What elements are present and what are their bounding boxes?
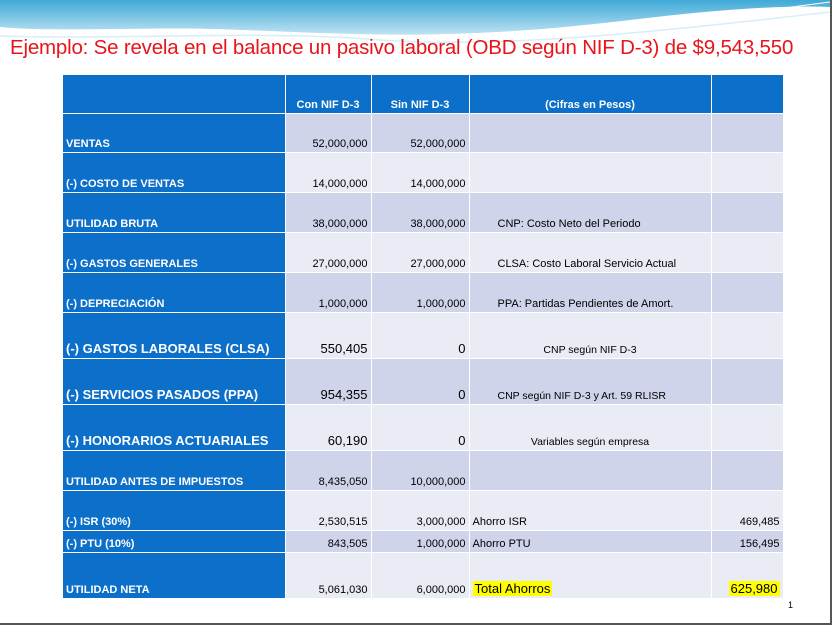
header-sin-nif: Sin NIF D-3 (371, 75, 470, 114)
cell-con: 52,000,000 (285, 113, 372, 153)
cell-con: 38,000,000 (285, 192, 372, 233)
cell-sin: 1,000,000 (371, 272, 470, 313)
cell-note: Variables según empresa (469, 404, 712, 451)
cell-con: 2,530,515 (285, 490, 372, 531)
cell-note (469, 152, 712, 193)
cell-con: 550,405 (285, 312, 372, 359)
cell-sin: 0 (371, 358, 470, 405)
table-row: (-) COSTO DE VENTAS 14,000,000 14,000,00… (63, 152, 784, 193)
table-row: (-) SERVICIOS PASADOS (PPA) 954,355 0 CN… (63, 358, 784, 405)
table-row: VENTAS 52,000,000 52,000,000 (63, 113, 784, 153)
header-cell (63, 75, 286, 114)
cell-sin: 6,000,000 (371, 552, 470, 599)
cell-value (711, 113, 784, 153)
cell-value (711, 272, 784, 313)
cell-con: 27,000,000 (285, 232, 372, 273)
cell-value (711, 152, 784, 193)
cell-sin: 1,000,000 (371, 530, 470, 553)
row-label: (-) PTU (10%) (63, 530, 286, 553)
table-row: (-) GASTOS LABORALES (CLSA) 550,405 0 CN… (63, 312, 784, 359)
cell-value (711, 404, 784, 451)
cell-sin: 14,000,000 (371, 152, 470, 193)
total-ahorros-label: Total Ahorros (472, 581, 553, 596)
table-row: (-) DEPRECIACIÓN 1,000,000 1,000,000 PPA… (63, 272, 784, 313)
cell-note: CNP: Costo Neto del Periodo (469, 192, 712, 233)
cell-value (711, 450, 784, 491)
cell-con: 5,061,030 (285, 552, 372, 599)
cell-note: CLSA: Costo Laboral Servicio Actual (469, 232, 712, 273)
cell-value: 625,980 (711, 552, 784, 599)
table-row: UTILIDAD BRUTA 38,000,000 38,000,000 CNP… (63, 192, 784, 233)
row-label: (-) GASTOS LABORALES (CLSA) (63, 312, 286, 359)
cell-note (469, 113, 712, 153)
income-statement-table: Con NIF D-3 Sin NIF D-3 (Cifras en Pesos… (63, 75, 784, 599)
cell-value (711, 192, 784, 233)
wave-decoration (0, 0, 830, 44)
row-label: UTILIDAD NETA (63, 552, 286, 599)
cell-value (711, 358, 784, 405)
row-label: VENTAS (63, 113, 286, 153)
header-cell (711, 75, 784, 114)
row-label: (-) GASTOS GENERALES (63, 232, 286, 273)
cell-note (469, 450, 712, 491)
table-row: (-) PTU (10%) 843,505 1,000,000 Ahorro P… (63, 530, 784, 553)
cell-con: 954,355 (285, 358, 372, 405)
table-header-row: Con NIF D-3 Sin NIF D-3 (Cifras en Pesos… (63, 75, 784, 114)
row-label: UTILIDAD BRUTA (63, 192, 286, 233)
cell-note: Total Ahorros (469, 552, 712, 599)
cell-value: 156,495 (711, 530, 784, 553)
page-number: 1 (788, 600, 794, 610)
total-ahorros-value: 625,980 (728, 581, 780, 596)
table-row: (-) ISR (30%) 2,530,515 3,000,000 Ahorro… (63, 490, 784, 531)
cell-note: CNP según NIF D-3 y Art. 59 RLISR (469, 358, 712, 405)
table-row: (-) GASTOS GENERALES 27,000,000 27,000,0… (63, 232, 784, 273)
cell-sin: 10,000,000 (371, 450, 470, 491)
cell-value (711, 232, 784, 273)
cell-note: Ahorro ISR (469, 490, 712, 531)
cell-con: 60,190 (285, 404, 372, 451)
cell-note: Ahorro PTU (469, 530, 712, 553)
cell-con: 8,435,050 (285, 450, 372, 491)
cell-value: 469,485 (711, 490, 784, 531)
row-label: (-) HONORARIOS ACTUARIALES (63, 404, 286, 451)
cell-sin: 3,000,000 (371, 490, 470, 531)
cell-value (711, 312, 784, 359)
table-row: UTILIDAD ANTES DE IMPUESTOS 8,435,050 10… (63, 450, 784, 491)
row-label: (-) SERVICIOS PASADOS (PPA) (63, 358, 286, 405)
cell-con: 1,000,000 (285, 272, 372, 313)
table-row: UTILIDAD NETA 5,061,030 6,000,000 Total … (63, 552, 784, 599)
cell-con: 14,000,000 (285, 152, 372, 193)
row-label: (-) DEPRECIACIÓN (63, 272, 286, 313)
cell-sin: 0 (371, 404, 470, 451)
header-cifras: (Cifras en Pesos) (469, 75, 712, 114)
cell-sin: 38,000,000 (371, 192, 470, 233)
cell-sin: 27,000,000 (371, 232, 470, 273)
row-label: UTILIDAD ANTES DE IMPUESTOS (63, 450, 286, 491)
cell-note: PPA: Partidas Pendientes de Amort. (469, 272, 712, 313)
cell-sin: 0 (371, 312, 470, 359)
cell-note: CNP según NIF D-3 (469, 312, 712, 359)
header-con-nif: Con NIF D-3 (285, 75, 372, 114)
slide-title: Ejemplo: Se revela en el balance un pasi… (10, 36, 794, 59)
table-row: (-) HONORARIOS ACTUARIALES 60,190 0 Vari… (63, 404, 784, 451)
row-label: (-) COSTO DE VENTAS (63, 152, 286, 193)
row-label: (-) ISR (30%) (63, 490, 286, 531)
cell-con: 843,505 (285, 530, 372, 553)
cell-sin: 52,000,000 (371, 113, 470, 153)
